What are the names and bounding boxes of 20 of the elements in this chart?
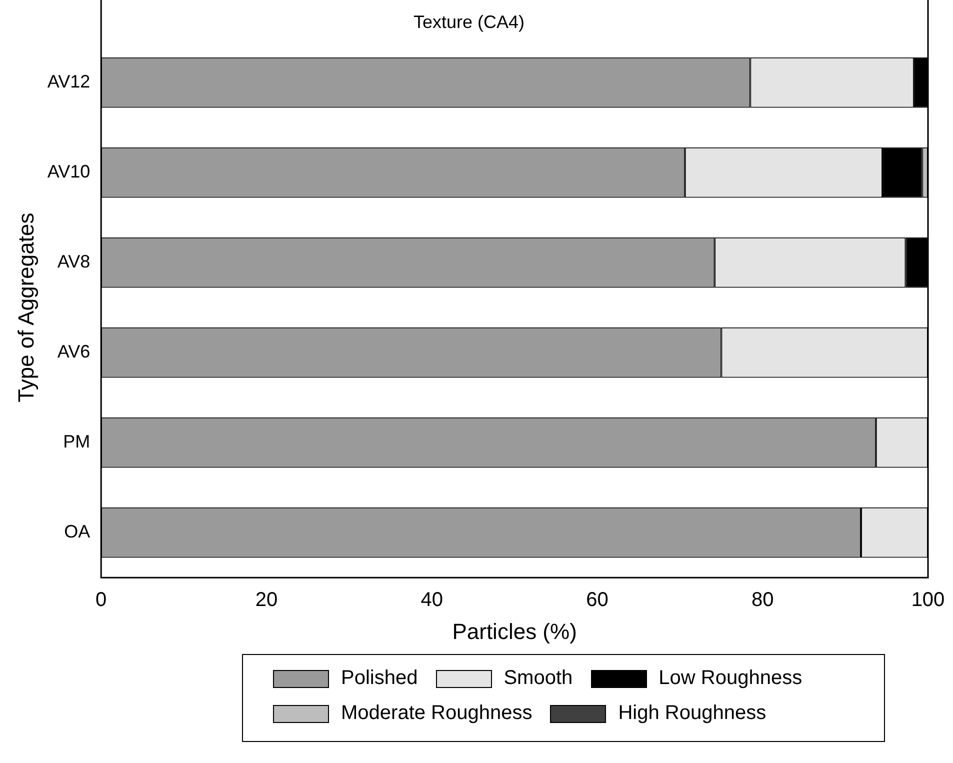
y-tick-label: AV8	[57, 252, 90, 272]
y-tick-label: OA	[64, 522, 90, 542]
x-tick-label: 60	[586, 589, 608, 612]
y-tick-label: AV6	[57, 342, 90, 362]
y-axis-title: Type of Aggregates	[13, 212, 38, 402]
x-tick-label: 100	[911, 589, 945, 612]
x-axis-title: Particles (%)	[452, 618, 577, 644]
legend-label: Polished	[341, 667, 418, 690]
text: Texture (CA4)	[413, 12, 525, 32]
x-tick-label: 80	[751, 589, 774, 612]
y-tick-label: PM	[63, 432, 90, 452]
legend-label: Moderate Roughness	[341, 702, 532, 725]
y-tick-label: AV10	[47, 162, 90, 182]
y-tick-label: AV12	[47, 72, 90, 92]
x-tick-label: 20	[255, 589, 278, 612]
legend-label: High Roughness	[618, 702, 766, 725]
x-tick-label: 40	[420, 589, 443, 612]
legend-label: Low Roughness	[658, 667, 802, 690]
legend-label: Smooth	[504, 667, 573, 690]
x-tick-label: 0	[96, 589, 107, 612]
